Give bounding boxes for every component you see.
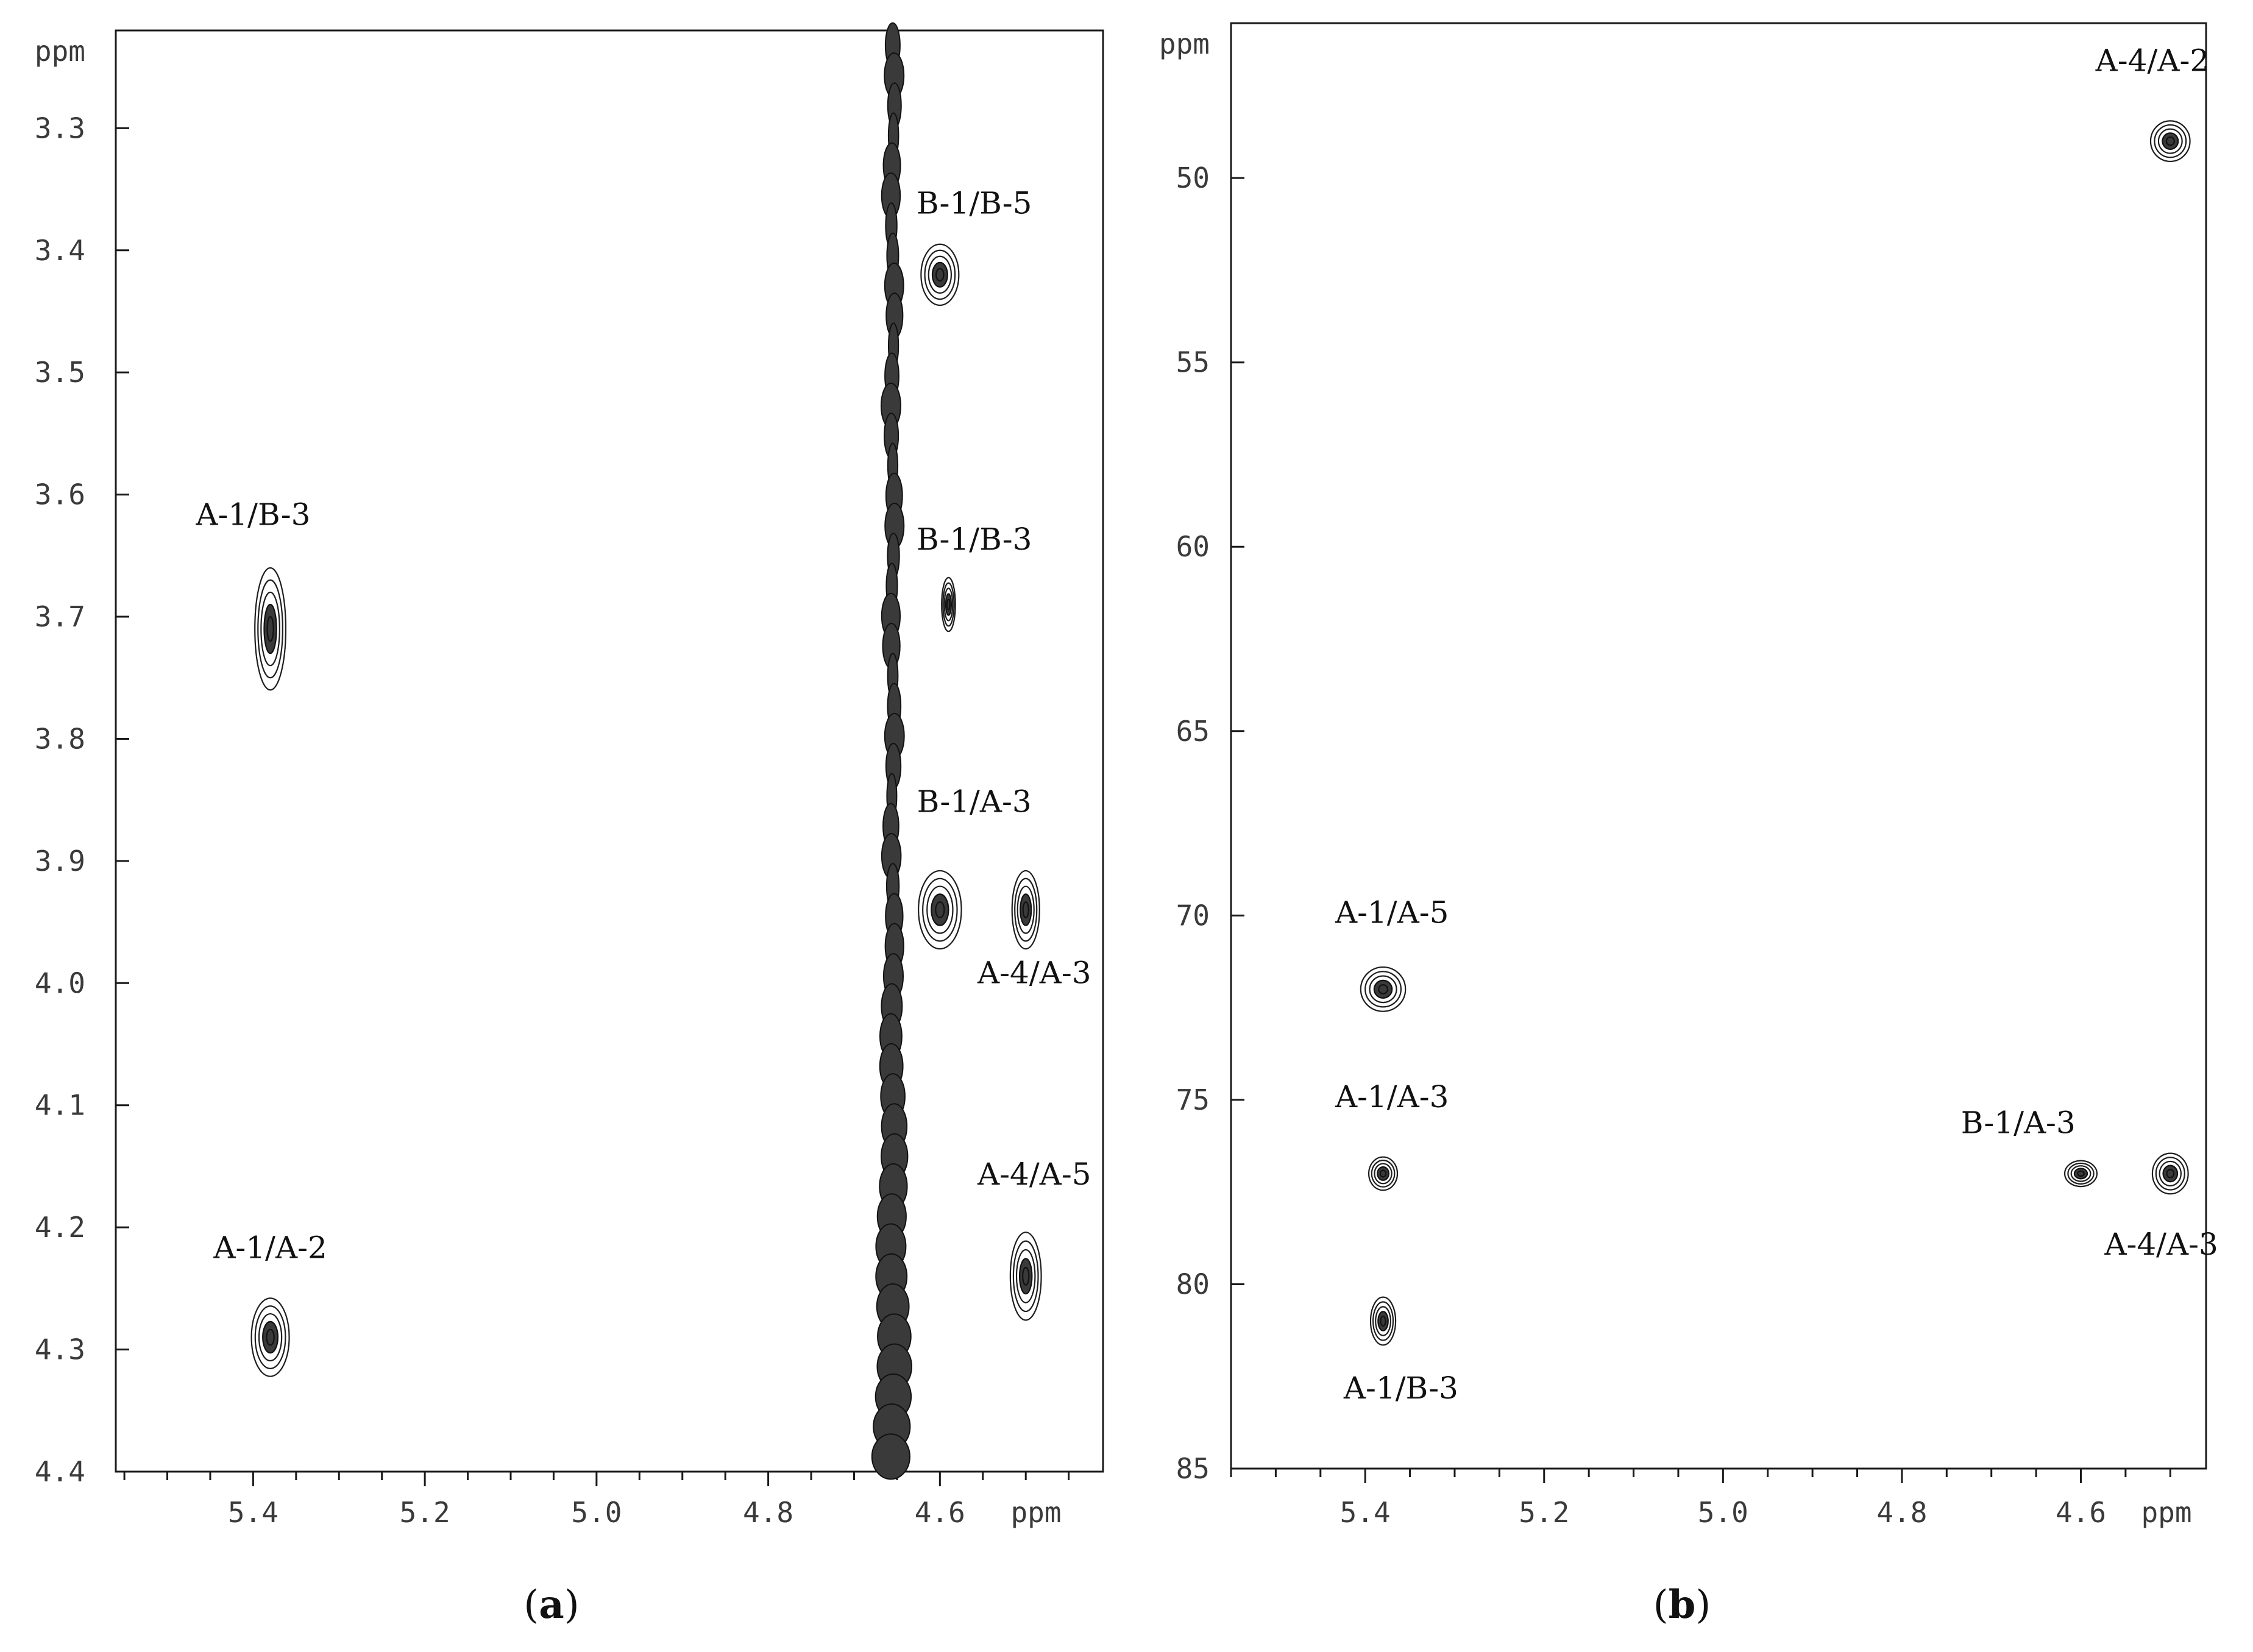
diagonal-ridge-segment	[871, 1433, 910, 1480]
y-axis-unit-label: ppm	[1159, 27, 1210, 60]
cross-peak-ring	[1379, 1169, 1387, 1178]
y-tick-label: 3.7	[35, 600, 85, 633]
panel-a-plot-frame	[115, 29, 1104, 1473]
x-tick-label: 5.0	[1698, 1496, 1748, 1529]
panel-label: (a)	[523, 1582, 579, 1628]
panel-a-spectrum: 3.3 3.4 3.5 3.6 3.7 3.8 3.9 4.0 4.1 4.2 4.3 4.4 ppm 5…	[35, 22, 1104, 1628]
cross-peak	[2063, 1160, 2098, 1188]
cross-peak	[250, 1297, 290, 1377]
cross-peak-ring	[266, 615, 274, 642]
peak-label: B-1/A-3	[917, 784, 1032, 820]
y-tick-label: 70	[1176, 899, 1210, 932]
peak-label: A-1/A-2	[213, 1230, 327, 1265]
y-tick-label: 4.3	[35, 1333, 85, 1366]
y-tick-label: 3.3	[35, 112, 85, 144]
y-tick-label: 55	[1176, 346, 1210, 379]
x-tick-label: 5.2	[1519, 1496, 1569, 1529]
y-tick-label: 50	[1176, 161, 1210, 194]
peak-label: A-1/B-3	[195, 497, 310, 533]
y-tick-label: 3.6	[35, 478, 85, 511]
x-tick-label: 4.8	[1876, 1496, 1927, 1529]
peak-label: A-1/A-5	[1335, 895, 1449, 930]
cross-peak	[1011, 870, 1040, 950]
y-axis-unit-label: ppm	[35, 35, 85, 68]
peak-label: B-1/A-3	[1961, 1105, 2076, 1140]
peak-label: A-1/B-3	[1343, 1370, 1458, 1406]
y-tick-label: 85	[1176, 1452, 1210, 1485]
y-tick-label: 60	[1176, 530, 1210, 563]
x-tick-label: 5.0	[571, 1496, 622, 1529]
y-tick-label: 80	[1176, 1267, 1210, 1300]
x-axis-unit-label: ppm	[1010, 1496, 1061, 1529]
y-tick-label: 65	[1176, 715, 1210, 748]
y-tick-label: 4.0	[35, 966, 85, 999]
y-tick-label: 3.9	[35, 845, 85, 877]
cross-peak	[1009, 1232, 1042, 1321]
y-tick-label: 4.2	[35, 1211, 85, 1244]
panel-label: (b)	[1653, 1582, 1711, 1628]
peak-label: A-4/A-3	[977, 955, 1091, 990]
x-tick-label: 4.8	[743, 1496, 793, 1529]
y-tick-label: 3.5	[35, 356, 85, 389]
cross-peak-ring	[1022, 1266, 1030, 1286]
cross-peak	[1368, 1156, 1399, 1191]
y-tick-label: 3.8	[35, 722, 85, 755]
panel-b-plot-frame	[1230, 22, 2207, 1470]
x-tick-label: 5.2	[400, 1496, 450, 1529]
cross-peak	[2151, 1152, 2189, 1195]
x-tick-label: 5.4	[1340, 1496, 1391, 1529]
peak-label: A-4/A-3	[2104, 1227, 2218, 1262]
x-axis-unit-label: ppm	[2141, 1496, 2191, 1529]
cross-peak-ring	[2165, 136, 2175, 146]
cross-peak-ring	[1380, 1315, 1386, 1327]
x-tick-label: 4.6	[915, 1496, 965, 1529]
peak-label: A-4/A-2	[2095, 43, 2209, 79]
cross-peak	[1369, 1296, 1397, 1346]
cross-peak-ring	[935, 901, 945, 918]
x-tick-label: 4.6	[2056, 1496, 2106, 1529]
y-tick-label: 75	[1176, 1083, 1210, 1116]
peak-label: B-1/B-3	[917, 522, 1032, 557]
cross-peak-ring	[2077, 1170, 2085, 1177]
peak-label: B-1/B-5	[917, 186, 1032, 221]
cross-peak-ring	[1378, 984, 1388, 994]
peak-label: A-1/A-3	[1335, 1079, 1449, 1115]
y-tick-label: 4.4	[35, 1455, 85, 1488]
cross-peak-ring	[935, 268, 945, 282]
cross-peak	[2149, 120, 2191, 163]
peak-label: A-4/A-5	[977, 1157, 1091, 1192]
y-tick-label: 3.4	[35, 234, 85, 267]
diagonal-ridge	[871, 22, 912, 1480]
cross-peak-ring	[266, 1328, 275, 1346]
cross-peak	[254, 567, 287, 691]
panel-b-spectrum: 50 55 60 65 70 75 80 85 ppm 5.4 5.2 5.0 4.8 4.6 ppm A-4…	[1159, 22, 2218, 1628]
x-tick-label: 5.4	[228, 1496, 279, 1529]
cross-peak	[1360, 966, 1407, 1012]
cross-peak	[918, 870, 962, 950]
cross-peak-ring	[1022, 901, 1029, 918]
cross-peak-ring	[2166, 1169, 2175, 1179]
cross-peak	[920, 243, 960, 307]
y-tick-label: 4.1	[35, 1089, 85, 1122]
cross-peak-ring	[946, 598, 951, 611]
cross-peak	[941, 576, 956, 633]
